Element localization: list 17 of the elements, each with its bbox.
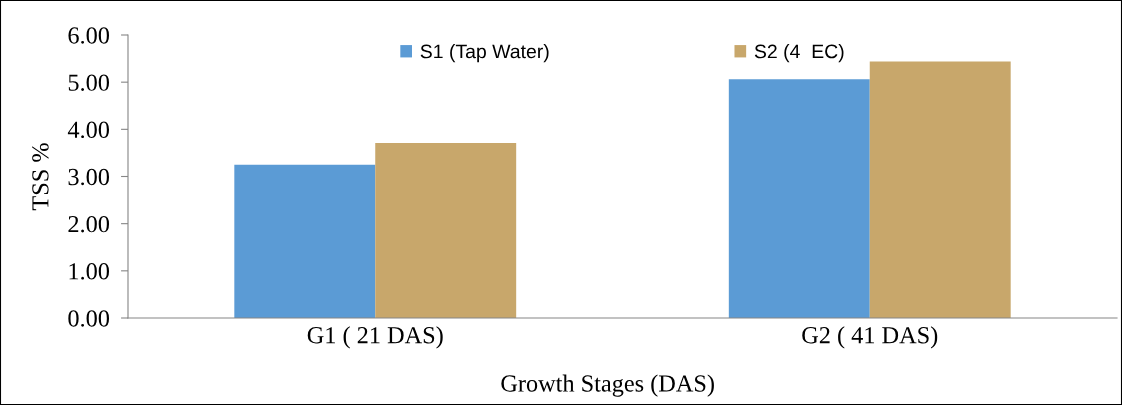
y-tick-label: 3.00 [68,168,110,186]
x-axis-title: Growth Stages (DAS) [501,374,714,397]
legend-label: S1 (Tap Water) [420,44,549,63]
y-tick-label: 0.00 [68,310,110,327]
y-tick-label: 5.00 [68,74,110,91]
y-axis-title: TSS % [32,143,49,211]
y-tick-label: 2.00 [68,215,110,233]
y-tick-label: 1.00 [69,263,110,280]
y-tick-label: 6.00 [68,27,110,44]
bar [234,164,376,318]
legend-label: S2 (4 EC) [754,44,844,63]
bar [869,61,1011,318]
x-tick-label: G1 ( 21 DAS) [307,326,443,349]
bar [375,143,517,318]
x-tick-label: G2 ( 41 DAS) [802,326,938,349]
y-tick-label: 4.00 [67,121,110,139]
bar [728,79,870,318]
